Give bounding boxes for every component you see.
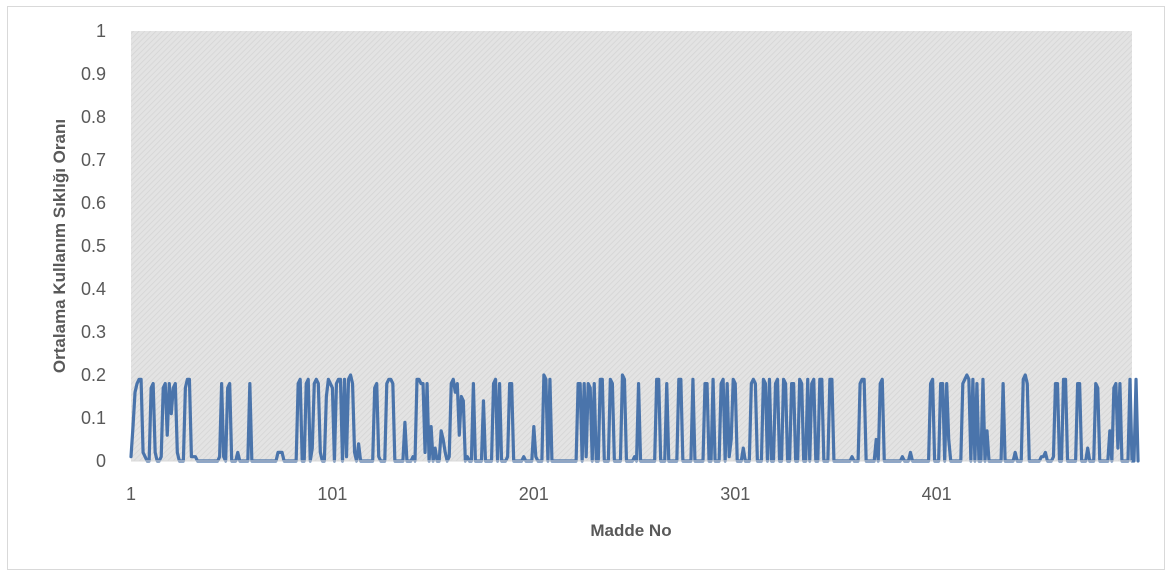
x-tick-label: 201 xyxy=(519,484,549,504)
y-tick-label: 0.1 xyxy=(81,408,106,428)
y-tick-label: 0.6 xyxy=(81,193,106,213)
y-axis-ticks: 0 0.1 0.2 0.3 0.4 0.5 0.6 0.7 0.8 0.9 1 xyxy=(81,21,106,471)
y-tick-label: 0.4 xyxy=(81,279,106,299)
x-tick-label: 301 xyxy=(720,484,750,504)
y-tick-label: 0.9 xyxy=(81,64,106,84)
y-tick-label: 0.7 xyxy=(81,150,106,170)
y-tick-label: 0.8 xyxy=(81,107,106,127)
x-tick-label: 401 xyxy=(922,484,952,504)
y-tick-label: 0.2 xyxy=(81,365,106,385)
y-axis-title: Ortalama Kullanım Sıklığı Oranı xyxy=(50,119,69,373)
series-line xyxy=(129,373,1140,463)
y-tick-label: 0.5 xyxy=(81,236,106,256)
y-tick-label: 0.3 xyxy=(81,322,106,342)
x-axis-title: Madde No xyxy=(590,521,671,540)
x-axis-ticks: 1 101 201 301 401 xyxy=(126,484,952,504)
x-tick-label: 101 xyxy=(317,484,347,504)
y-tick-label: 0 xyxy=(96,451,106,471)
y-tick-label: 1 xyxy=(96,21,106,41)
x-tick-label: 1 xyxy=(126,484,136,504)
